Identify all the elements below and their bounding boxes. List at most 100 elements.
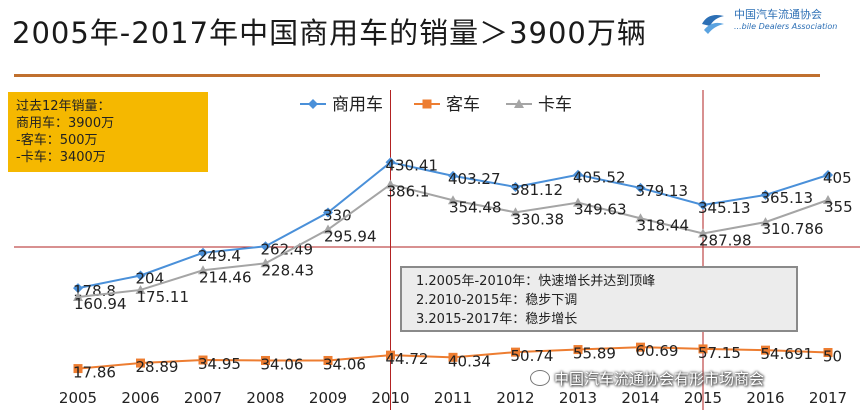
data-label: 50 xyxy=(823,348,842,366)
x-tick-label: 2012 xyxy=(496,389,534,407)
data-label: 175.11 xyxy=(137,288,190,306)
data-point xyxy=(135,270,146,281)
data-point xyxy=(510,181,521,192)
legend-entry: 商用车 xyxy=(332,95,383,115)
x-tick-label: 2014 xyxy=(621,389,659,407)
data-label: 405 xyxy=(823,169,852,187)
data-point xyxy=(73,283,83,294)
data-label: 17.86 xyxy=(73,364,116,382)
x-tick-label: 2011 xyxy=(434,389,472,407)
data-point xyxy=(823,195,833,204)
data-point xyxy=(761,345,770,355)
data-label: 249.4 xyxy=(198,247,241,265)
chart-title: 2005年-2017年中国商用车的销量＞3900万辆 xyxy=(12,16,647,50)
x-tick-label: 2005 xyxy=(59,389,97,407)
data-label: 28.89 xyxy=(136,358,179,376)
data-label: 354.48 xyxy=(449,198,502,216)
data-point xyxy=(73,364,83,374)
data-label: 318.44 xyxy=(637,216,690,234)
x-tick-label: 2006 xyxy=(121,389,159,407)
data-point xyxy=(385,179,396,189)
data-label: 160.94 xyxy=(74,295,127,313)
data-point xyxy=(386,350,395,360)
title-divider xyxy=(14,74,820,77)
data-point xyxy=(198,265,208,275)
data-point xyxy=(448,170,458,181)
watermark-text: 中国汽车流通协会有形市场商会 xyxy=(554,370,765,388)
data-point xyxy=(261,355,270,365)
data-point xyxy=(760,217,771,227)
data-label: 40.34 xyxy=(448,352,491,370)
data-point xyxy=(573,345,583,355)
cada-logo-icon xyxy=(702,15,724,34)
data-label: 34.95 xyxy=(198,355,241,373)
legend-marker xyxy=(308,99,318,109)
data-label: 430.41 xyxy=(386,156,439,174)
phase-note: 2.2010-2015年：稳步下调 xyxy=(416,293,578,308)
data-point xyxy=(385,157,396,168)
data-point xyxy=(73,292,83,302)
x-tick-label: 2007 xyxy=(184,389,222,407)
logo-cn-text: 中国汽车流通协会 xyxy=(734,8,822,21)
data-label: 34.06 xyxy=(323,355,366,373)
data-point xyxy=(136,358,145,368)
data-label: 355 xyxy=(824,198,853,216)
data-point xyxy=(448,352,458,362)
x-tick-label: 2010 xyxy=(371,389,409,407)
data-point xyxy=(510,207,521,217)
data-point xyxy=(635,213,646,223)
data-label: 214.46 xyxy=(199,268,252,286)
summary-line: 过去12年销量： xyxy=(16,99,111,114)
data-label: 365.13 xyxy=(761,189,814,207)
data-point xyxy=(698,228,708,238)
data-label: 330.38 xyxy=(512,210,565,228)
summary-line: -卡车：3400万 xyxy=(16,150,106,165)
data-label: 330 xyxy=(323,207,352,225)
data-label: 349.63 xyxy=(574,201,627,219)
wechat-icon xyxy=(530,370,550,386)
data-label: 55.89 xyxy=(573,345,616,363)
data-point xyxy=(198,355,208,365)
summary-box: 过去12年销量： 商用车：3900万 -客车：500万 -卡车：3400万 xyxy=(8,92,208,172)
data-label: 295.94 xyxy=(324,228,377,246)
data-point xyxy=(698,344,708,354)
x-tick-label: 2013 xyxy=(559,389,597,407)
data-point xyxy=(260,241,271,252)
data-label: 204 xyxy=(136,270,165,288)
data-point xyxy=(823,170,833,180)
legend-entry: 卡车 xyxy=(538,95,572,115)
data-point xyxy=(198,247,208,258)
data-point xyxy=(135,284,146,294)
data-point xyxy=(823,348,833,357)
logo-en-text: ...bile Dealers Association xyxy=(734,22,838,31)
data-label: 381.12 xyxy=(511,181,564,199)
data-point xyxy=(698,199,708,210)
data-point xyxy=(636,342,645,352)
data-label: 403.27 xyxy=(448,170,501,188)
data-point xyxy=(448,195,458,205)
logo: 中国汽车流通协会 ...bile Dealers Association xyxy=(700,4,860,40)
x-tick-label: 2017 xyxy=(809,389,847,407)
x-tick-label: 2009 xyxy=(309,389,347,407)
data-label: 287.98 xyxy=(699,232,752,250)
data-label: 60.69 xyxy=(636,342,679,360)
x-tick-label: 2015 xyxy=(684,389,722,407)
legend-marker xyxy=(422,99,432,109)
data-point xyxy=(760,189,771,200)
data-point xyxy=(511,347,520,357)
data-label: 50.74 xyxy=(511,347,554,365)
phase-note: 1.2005年-2010年：快速增长并达到顶峰 xyxy=(416,274,656,289)
data-point xyxy=(635,182,646,193)
data-point xyxy=(573,169,583,180)
legend-entry: 客车 xyxy=(446,95,480,115)
data-point xyxy=(323,207,333,218)
summary-line: -客车：500万 xyxy=(16,133,98,148)
data-point xyxy=(323,224,333,234)
summary-line: 商用车：3900万 xyxy=(16,116,115,131)
data-label: 228.43 xyxy=(262,261,315,279)
data-label: 57.15 xyxy=(698,344,741,362)
x-tick-label: 2008 xyxy=(246,389,284,407)
data-label: 34.06 xyxy=(261,355,304,373)
data-label: 386.1 xyxy=(387,182,430,200)
legend-marker xyxy=(514,99,524,108)
